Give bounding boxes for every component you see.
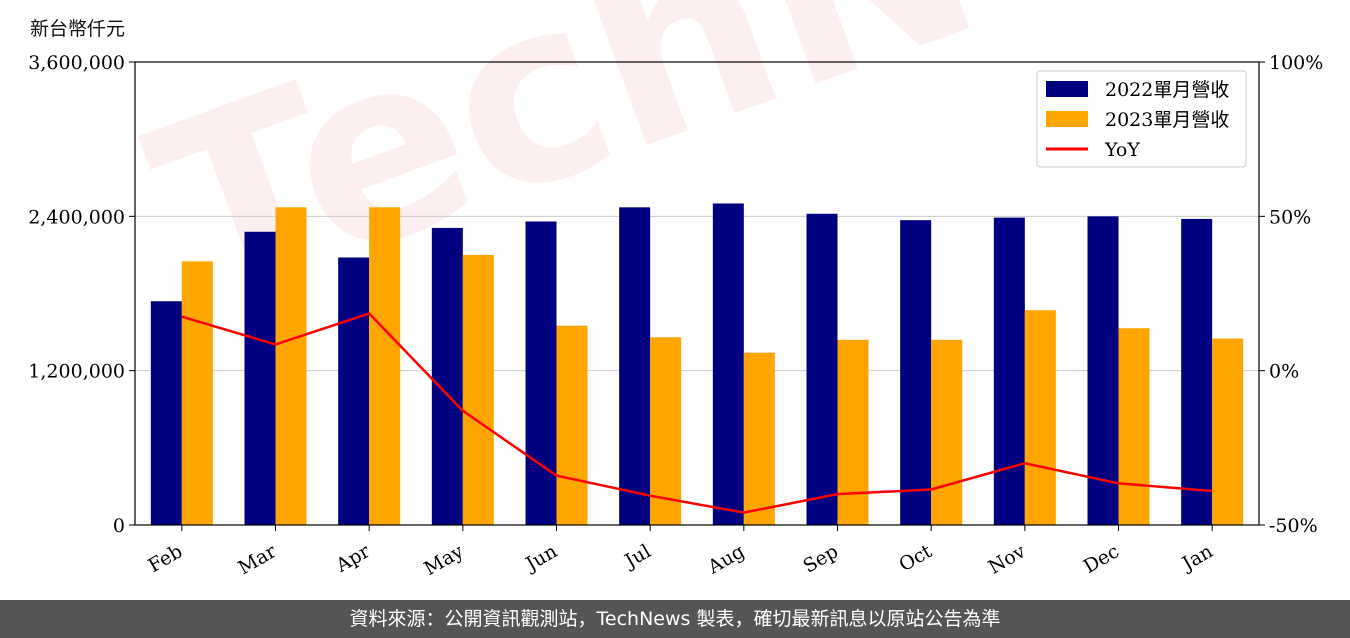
- x-tick-label: Feb: [145, 540, 187, 577]
- plot-frame: [134, 61, 1260, 526]
- bar-2023-dec: [1118, 328, 1150, 525]
- bar-2023-mar: [275, 207, 307, 525]
- bar-2023-sep: [837, 339, 869, 525]
- bar-2022-jan: [1181, 218, 1213, 525]
- bar-2023-aug: [743, 352, 775, 525]
- y2-tick-label: 0%: [1269, 361, 1299, 383]
- bar-2022-oct: [900, 220, 932, 526]
- bar-2022-nov: [993, 217, 1025, 525]
- bar-2022-jul: [619, 207, 651, 525]
- x-tick-label: Dec: [1080, 540, 1123, 578]
- legend-label: YoY: [1104, 139, 1140, 161]
- bar-2022-dec: [1087, 216, 1119, 526]
- x-tick-label: Mar: [234, 540, 280, 579]
- y-axis-unit-label: 新台幣仟元: [30, 18, 126, 40]
- y-tick-label: 1,200,000: [28, 361, 125, 383]
- legend-swatch: [1046, 111, 1088, 127]
- x-tick-label: Jun: [520, 540, 561, 576]
- x-tick-label: Jan: [1177, 540, 1217, 576]
- bar-2023-may: [462, 254, 494, 525]
- source-footer: 資料來源：公開資訊觀測站，TechNews 製表，確切最新訊息以原站公告為準: [0, 600, 1350, 638]
- y2-tick-label: 50%: [1269, 206, 1311, 228]
- bar-2023-jun: [556, 325, 588, 525]
- bar-2022-mar: [244, 231, 276, 525]
- y-tick-label: 2,400,000: [28, 206, 125, 228]
- bar-2022-jun: [525, 221, 557, 525]
- x-tick-label: Aug: [703, 540, 748, 579]
- y2-tick-label: -50%: [1269, 515, 1318, 537]
- x-tick-label: Apr: [332, 540, 375, 577]
- legend-box: [1036, 70, 1247, 168]
- bar-2022-aug: [712, 203, 744, 525]
- bar-2023-nov: [1024, 310, 1056, 525]
- legend-label: 2023單月營收: [1105, 109, 1229, 131]
- x-tick-label: Nov: [985, 540, 1030, 579]
- x-tick-label: Sep: [799, 540, 842, 577]
- bar-2023-oct: [931, 339, 963, 525]
- yoy-line: [181, 312, 1213, 514]
- y2-tick-label: 100%: [1269, 52, 1323, 74]
- bar-2023-jul: [650, 337, 682, 525]
- revenue-chart: 0 1,200,000 2,400,000 3,600,000 -50% 0% 50% 100…: [28, 52, 1323, 580]
- x-tick-label: Jul: [619, 540, 654, 573]
- y-tick-label: 3,600,000: [28, 52, 125, 74]
- x-tick-label: Oct: [895, 540, 936, 576]
- bar-2022-sep: [806, 213, 838, 525]
- x-tick-label: May: [420, 540, 467, 580]
- bar-2022-apr: [338, 257, 370, 525]
- bar-2023-feb: [181, 261, 213, 525]
- bar-2022-may: [431, 227, 463, 526]
- legend-label: 2022單月營收: [1105, 79, 1229, 101]
- bar-2023-jan: [1212, 338, 1244, 525]
- bar-2022-feb: [150, 301, 182, 525]
- legend-swatch: [1046, 81, 1088, 97]
- y-tick-label: 0: [113, 515, 125, 537]
- bar-2023-apr: [369, 207, 401, 525]
